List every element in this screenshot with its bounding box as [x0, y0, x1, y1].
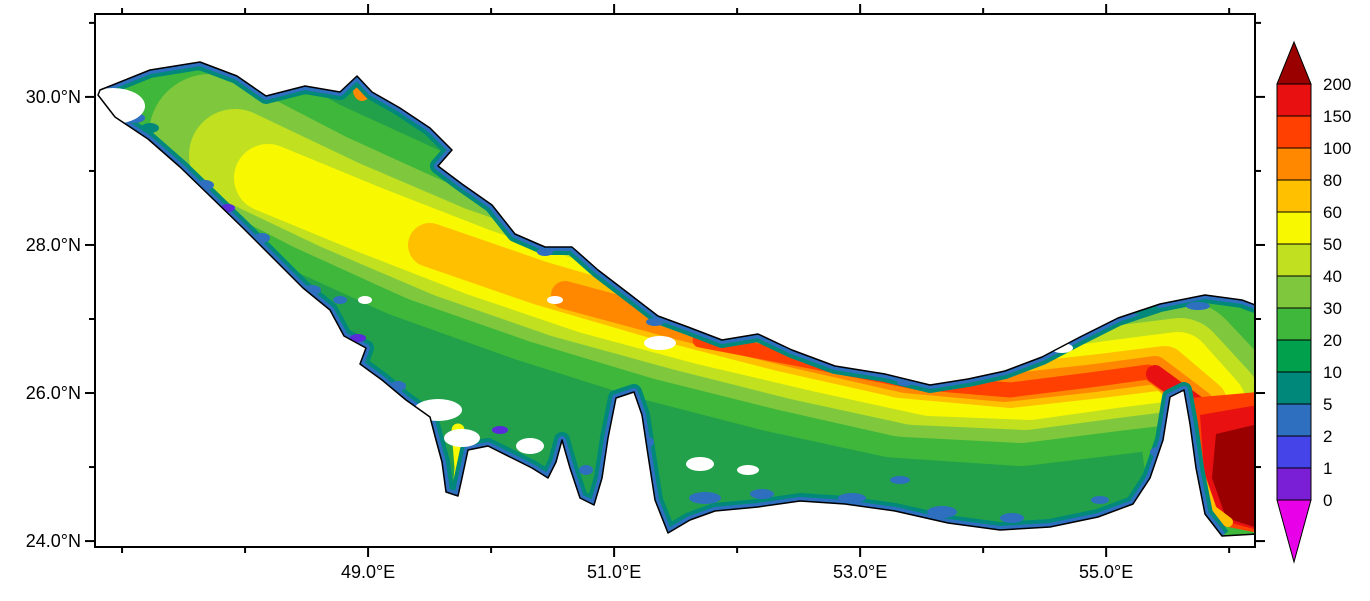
colorbar-segment [1276, 179, 1312, 213]
colorbar-label: 200 [1323, 75, 1351, 94]
island [896, 340, 914, 348]
shallow-speckle [579, 465, 593, 475]
colorbar-under-arrow [1276, 499, 1312, 564]
x-axis-label: 51.0°E [587, 562, 641, 582]
x-axis-label: 55.0°E [1079, 562, 1133, 582]
plot-frame [94, 13, 1256, 548]
island [737, 465, 759, 475]
colorbar-over-arrow [1276, 40, 1312, 85]
colorbar-label: 10 [1323, 363, 1342, 382]
island [547, 296, 563, 304]
shallow-speckle [254, 233, 270, 243]
colorbar-label: 150 [1323, 107, 1351, 126]
water-fill [98, 62, 1255, 536]
shallow-speckle [689, 492, 721, 504]
x-axis-label: 49.0°E [341, 562, 395, 582]
shallow-speckle [1186, 302, 1210, 310]
axes: 49.0°E 51.0°E 53.0°E 55.0°E 30.0°N 28.0°N 26.0… [26, 4, 1265, 582]
shallow-speckle [927, 506, 957, 518]
colorbar-label: 2 [1323, 427, 1332, 446]
shallow-speckle [537, 248, 553, 256]
island [358, 296, 372, 304]
shallow-speckle [1000, 513, 1024, 523]
depth-region [1212, 424, 1255, 528]
colorbar-segment [1276, 275, 1312, 309]
shallow-speckle [611, 513, 633, 523]
colorbar-label: 40 [1323, 267, 1342, 286]
y-axis-label: 26.0°N [26, 383, 81, 403]
y-axis-label: 24.0°N [26, 531, 81, 551]
colorbar-label: 0 [1323, 491, 1332, 510]
island [973, 345, 991, 353]
colorbar-label: 30 [1323, 299, 1342, 318]
shallow-speckle [141, 123, 159, 133]
island [804, 517, 840, 531]
y-axis-label: 28.0°N [26, 235, 81, 255]
shallow-speckle [463, 164, 481, 172]
colorbar-segment [1276, 371, 1312, 405]
shallow-speckle [390, 381, 406, 391]
colorbar-label: 50 [1323, 235, 1342, 254]
shallow-speckle [838, 493, 866, 503]
x-axis-label: 53.0°E [833, 562, 887, 582]
colorbar-label: 1 [1323, 459, 1332, 478]
shallow-speckle [350, 334, 366, 342]
shallow-speckle [890, 476, 910, 484]
colorbar-segment [1276, 403, 1312, 437]
shallow-speckle [333, 296, 347, 304]
y-axis-label: 30.0°N [26, 87, 81, 107]
coastline [97, 61, 1255, 537]
colorbar-segment [1276, 83, 1312, 117]
shallow-speckle [642, 437, 654, 447]
colorbar-segment [1276, 339, 1312, 373]
colorbar-segment [1276, 243, 1312, 277]
shallow-speckle [602, 448, 614, 456]
colorbar-segment [1276, 435, 1312, 469]
island [686, 457, 714, 471]
colorbar-segment [1276, 115, 1312, 149]
map-area [97, 61, 1255, 537]
shallow-speckle [646, 318, 664, 326]
colorbar-segment [1276, 211, 1312, 245]
colorbar-label: 80 [1323, 171, 1342, 190]
colorbar-label: 5 [1323, 395, 1332, 414]
island [1051, 343, 1073, 353]
colorbar-segment [1276, 467, 1312, 501]
shallow-speckle [1091, 496, 1109, 504]
colorbar-segment [1276, 147, 1312, 181]
island [98, 88, 145, 124]
colorbar-label: 60 [1323, 203, 1342, 222]
island [801, 343, 823, 353]
shallow-speckle [492, 426, 508, 434]
colorbar-segment [1276, 307, 1312, 341]
colorbar-label: 100 [1323, 139, 1351, 158]
colorbar: 0 1 2 5 10 20 30 40 50 60 80 100 150 200 [1276, 40, 1351, 564]
shallow-speckle [750, 489, 774, 499]
island [644, 336, 676, 350]
colorbar-label: 20 [1323, 331, 1342, 350]
island [516, 438, 544, 454]
island [444, 429, 480, 447]
